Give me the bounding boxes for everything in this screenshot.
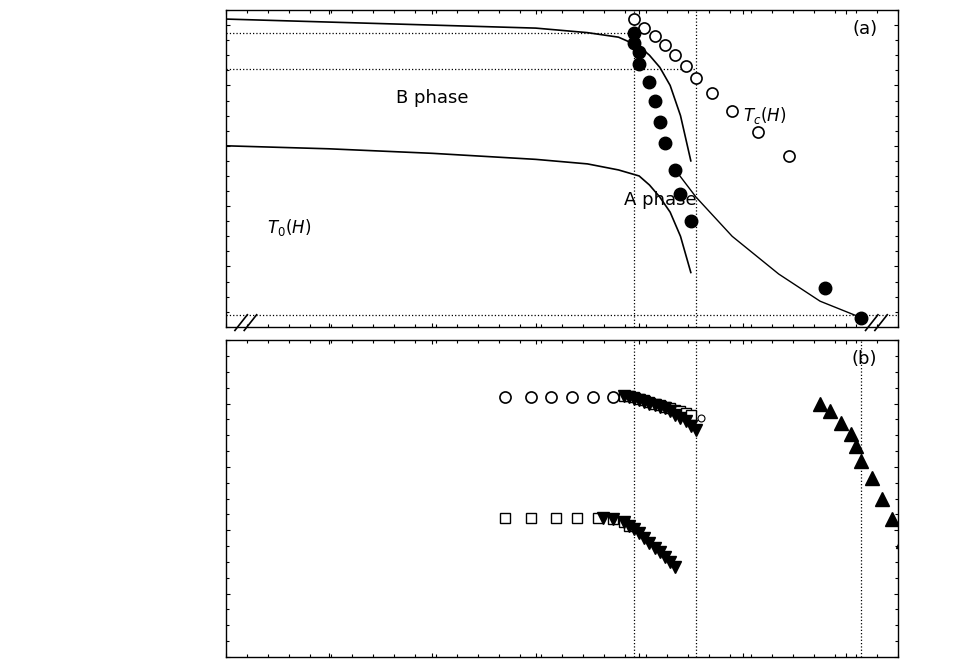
Text: $T_0(H)$: $T_0(H)$ [267, 217, 311, 237]
Text: A phase: A phase [623, 191, 696, 209]
Text: (b): (b) [852, 350, 877, 368]
Text: B phase: B phase [396, 89, 468, 107]
Text: $T_c(H)$: $T_c(H)$ [742, 105, 785, 126]
Text: (a): (a) [852, 19, 877, 37]
